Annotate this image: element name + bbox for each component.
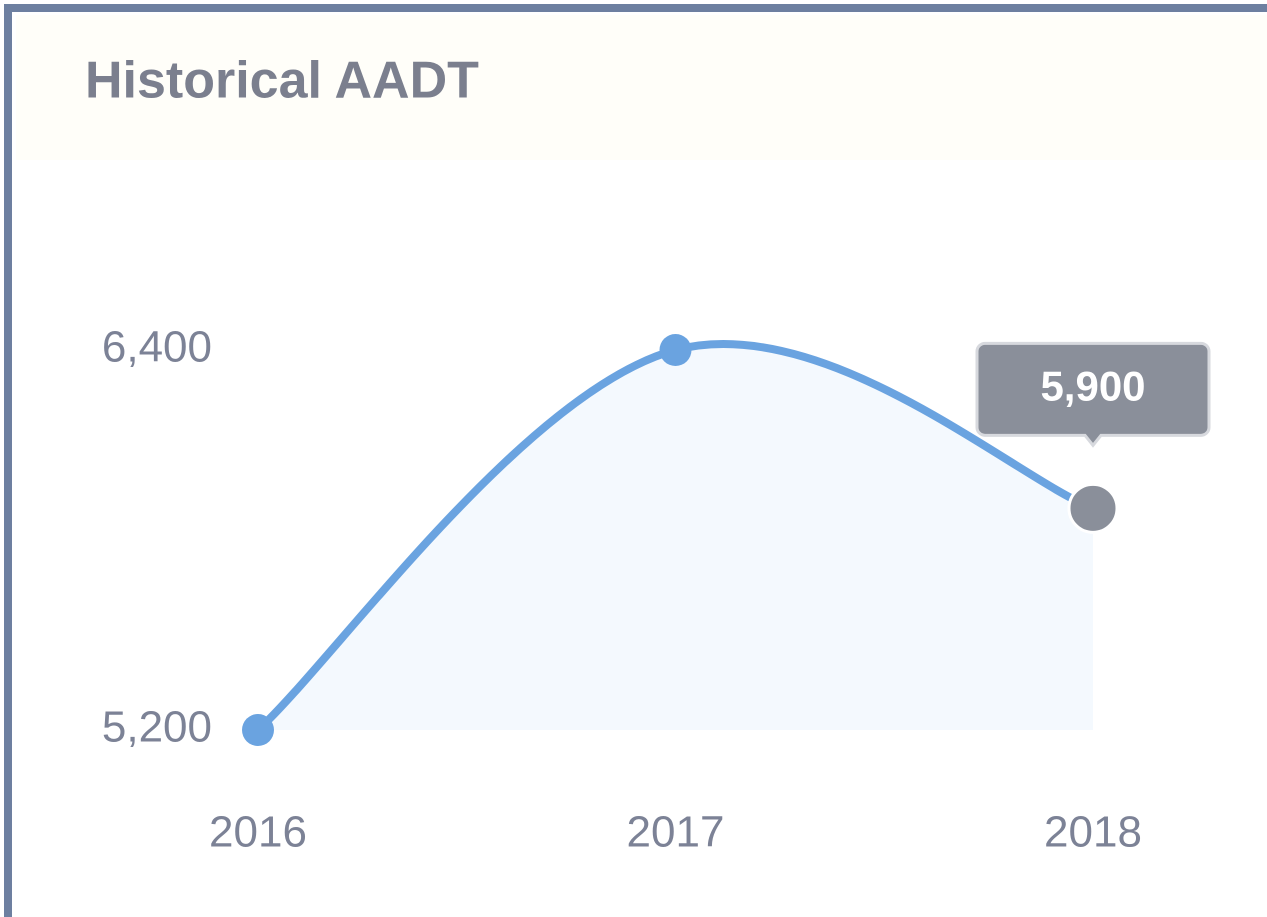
chart-title: Historical AADT bbox=[85, 52, 479, 110]
x-tick-label: 2016 bbox=[209, 808, 307, 857]
area bbox=[258, 343, 1093, 730]
tooltip bbox=[975, 341, 1211, 448]
y-tick-label: 5,200 bbox=[102, 703, 212, 752]
tooltip-label: 5,900 bbox=[1040, 362, 1145, 409]
point bbox=[1067, 482, 1119, 534]
point bbox=[659, 334, 692, 366]
point bbox=[242, 714, 274, 746]
header bbox=[16, 15, 1267, 160]
x-tick-label: 2017 bbox=[627, 808, 725, 857]
x-tick-label: 2018 bbox=[1044, 808, 1142, 857]
y-tick-label: 6,400 bbox=[102, 323, 212, 372]
frame bbox=[4, 4, 1267, 917]
